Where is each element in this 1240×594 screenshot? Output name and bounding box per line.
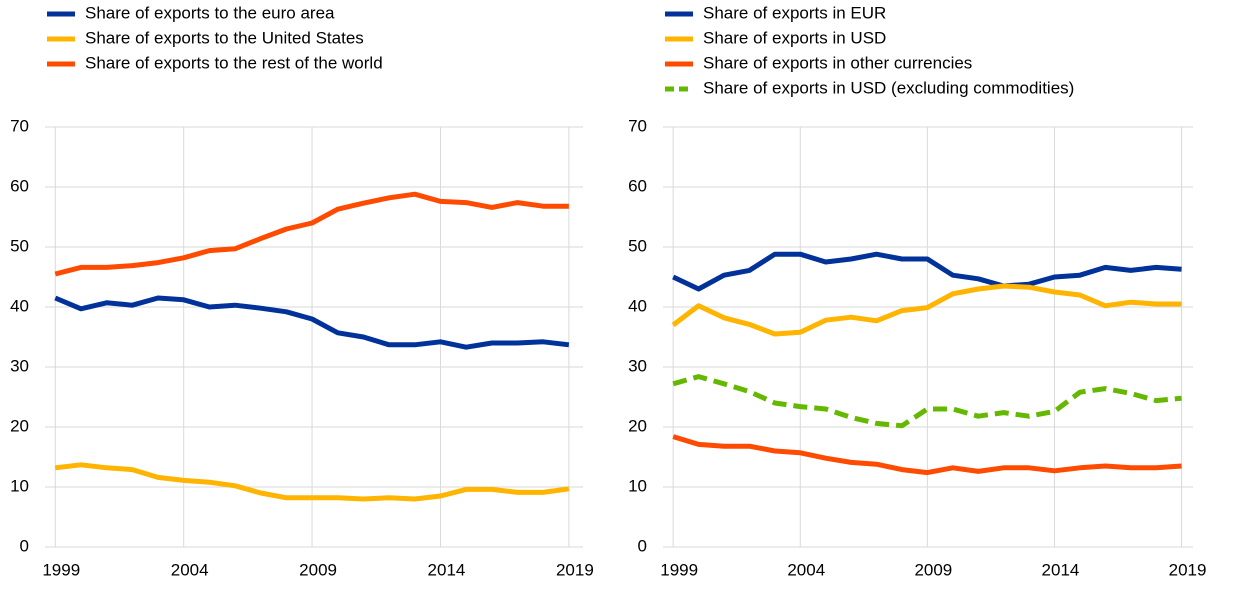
y-tick-label: 0 bbox=[638, 536, 647, 555]
legend-label: Share of exports in USD (excluding commo… bbox=[703, 78, 1074, 97]
y-tick-label: 50 bbox=[628, 236, 647, 255]
series-line bbox=[54, 191, 569, 277]
y-tick-label: 20 bbox=[10, 416, 29, 435]
legend-label: Share of exports in other currencies bbox=[703, 53, 972, 72]
x-tick-label: 2014 bbox=[428, 560, 466, 579]
y-tick-label: 50 bbox=[10, 236, 29, 255]
x-tick-label: 1999 bbox=[42, 560, 80, 579]
y-tick-label: 60 bbox=[628, 176, 647, 195]
x-tick-label: 2019 bbox=[1169, 560, 1207, 579]
x-tick-label: 2004 bbox=[171, 560, 209, 579]
y-tick-label: 70 bbox=[10, 116, 29, 135]
legend-label: Share of exports to the rest of the worl… bbox=[85, 53, 383, 72]
y-tick-label: 10 bbox=[10, 476, 29, 495]
legend-label: Share of exports in USD bbox=[703, 28, 886, 47]
series-line bbox=[672, 434, 1182, 476]
x-tick-label: 2004 bbox=[787, 560, 825, 579]
legend-label: Share of exports in EUR bbox=[703, 3, 886, 22]
y-tick-label: 20 bbox=[628, 416, 647, 435]
x-tick-label: 2009 bbox=[914, 560, 952, 579]
series-line bbox=[671, 283, 1182, 337]
x-tick-label: 2009 bbox=[299, 560, 337, 579]
y-tick-label: 30 bbox=[10, 356, 29, 375]
y-tick-label: 60 bbox=[10, 176, 29, 195]
x-tick-label: 2014 bbox=[1042, 560, 1080, 579]
y-tick-label: 30 bbox=[628, 356, 647, 375]
legend-label: Share of exports to the euro area bbox=[85, 3, 335, 22]
series-line bbox=[672, 251, 1182, 292]
y-tick-label: 40 bbox=[628, 296, 647, 315]
y-tick-label: 70 bbox=[628, 116, 647, 135]
x-tick-label: 2019 bbox=[556, 560, 594, 579]
y-tick-label: 40 bbox=[10, 296, 29, 315]
series-line bbox=[54, 295, 570, 350]
legend-label: Share of exports to the United States bbox=[85, 28, 364, 47]
series-line bbox=[672, 374, 1182, 429]
series-line bbox=[54, 462, 570, 502]
y-tick-label: 10 bbox=[628, 476, 647, 495]
y-tick-label: 0 bbox=[20, 536, 29, 555]
x-tick-label: 1999 bbox=[660, 560, 698, 579]
